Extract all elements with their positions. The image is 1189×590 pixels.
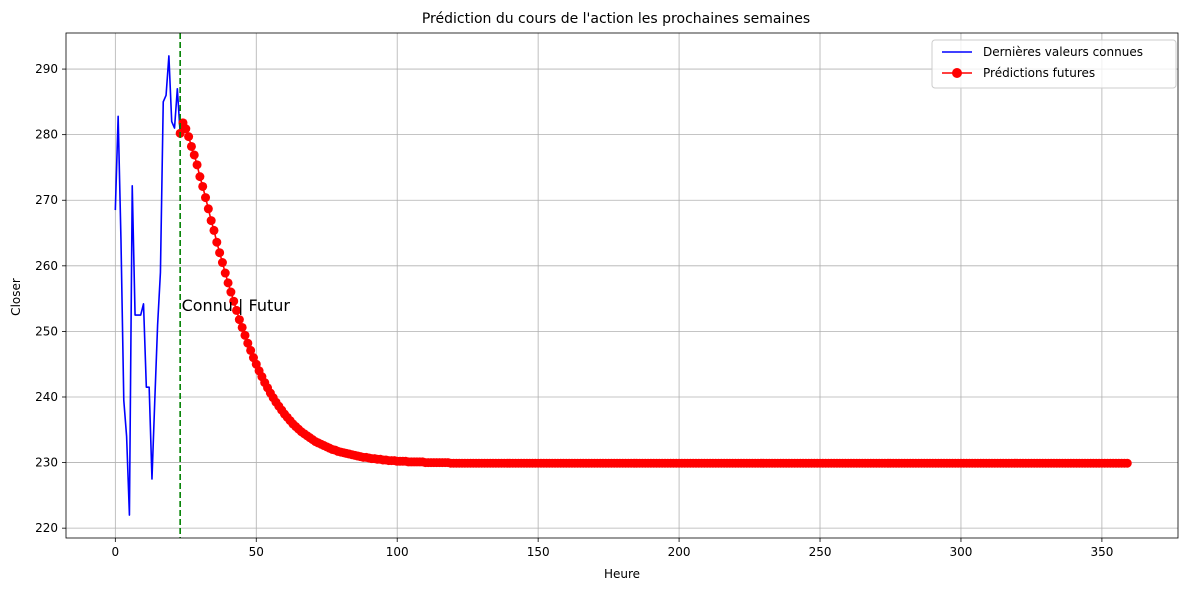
future-point — [201, 193, 211, 203]
y-tick-label: 280 — [35, 128, 58, 142]
future-point — [246, 345, 256, 355]
future-point — [232, 305, 242, 315]
future-point — [184, 132, 194, 142]
y-tick-label: 260 — [35, 259, 58, 273]
future-point — [223, 278, 233, 288]
x-tick-label: 0 — [112, 545, 120, 559]
future-point — [1122, 458, 1132, 468]
legend: Dernières valeurs connues Prédictions fu… — [931, 39, 1177, 89]
y-tick-label: 270 — [35, 193, 58, 207]
future-point — [206, 216, 216, 226]
future-point — [237, 322, 247, 332]
future-point — [209, 225, 219, 235]
y-tick-label: 250 — [35, 324, 58, 338]
y-tick-label: 290 — [35, 62, 58, 76]
legend-box — [931, 39, 1177, 89]
series-known-line — [114, 55, 181, 516]
legend-future-label: Prédictions futures — [983, 66, 1095, 80]
x-tick-label: 200 — [668, 545, 691, 559]
y-tick-label: 220 — [35, 521, 58, 535]
future-point — [217, 258, 227, 268]
axes: 0 50 100 150 200 250 300 350 220 230 240 250 260 270 2… — [35, 32, 1179, 559]
future-point — [240, 330, 250, 340]
future-point — [198, 181, 208, 191]
future-point — [186, 141, 196, 151]
future-point — [212, 237, 222, 247]
plot-frame — [65, 32, 1179, 539]
y-tick-label: 240 — [35, 390, 58, 404]
future-point — [181, 124, 191, 134]
future-point — [226, 287, 236, 297]
future-point — [215, 248, 225, 258]
x-tick-label: 150 — [527, 545, 550, 559]
future-point — [189, 150, 199, 160]
plot-area — [114, 33, 1132, 538]
x-tick-label: 350 — [1090, 545, 1113, 559]
future-point — [243, 338, 253, 348]
x-tick-label: 300 — [950, 545, 973, 559]
y-axis-label: Closer — [9, 278, 23, 316]
future-point — [192, 160, 202, 170]
y-tick-label: 230 — [35, 456, 58, 470]
legend-known-label: Dernières valeurs connues — [983, 45, 1143, 59]
x-tick-label: 50 — [249, 545, 264, 559]
future-point — [203, 204, 213, 214]
future-point — [220, 268, 230, 278]
x-tick-label: 250 — [809, 545, 832, 559]
annotation-connu-futur: Connu | Futur — [182, 296, 291, 315]
x-tick-label: 100 — [386, 545, 409, 559]
x-axis-label: Heure — [604, 567, 640, 581]
future-point — [229, 296, 239, 306]
chart-title: Prédiction du cours de l'action les proc… — [422, 11, 810, 27]
future-point — [234, 315, 244, 325]
legend-future-marker — [952, 68, 962, 78]
future-point — [195, 172, 205, 182]
